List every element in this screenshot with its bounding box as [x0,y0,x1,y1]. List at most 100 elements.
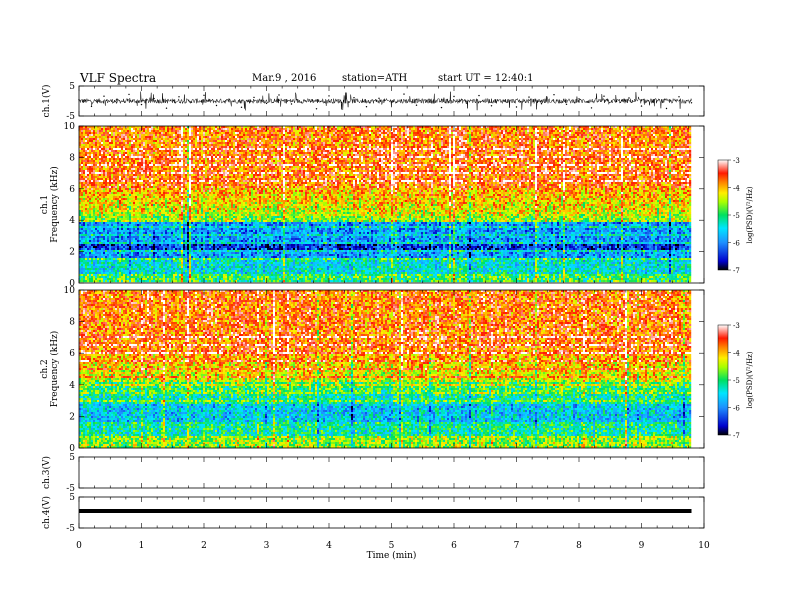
x-tick-label: 8 [576,541,582,551]
x-tick-label: 9 [639,541,645,551]
ch1-waveform-point [403,93,405,95]
y-tick-label: 8 [69,153,75,163]
ch1-waveform-point [353,97,355,99]
y-tick-label: 6 [69,185,75,195]
colorbar-tick-label: -6 [733,405,740,413]
ch1-waveform-point [565,103,568,106]
ch1-waveform-point [253,96,255,99]
ch1-waveform-point [178,96,180,98]
colorbar-tick-label: -3 [733,322,740,330]
ch1-waveform-point [478,94,480,97]
ch1-waveform-point [115,102,118,104]
ch1-waveform-point [503,99,505,102]
ch1-waveform-point [615,100,618,103]
x-axis-label: Time (min) [367,550,417,561]
ch1-waveform-point [165,107,168,109]
ch1-waveform-point [465,102,468,104]
ch1-waveform-point [628,97,630,99]
y-tick-label: 0 [69,444,75,454]
y-tick-label: 4 [69,216,75,226]
ch4-ylabel: ch.4(V) [41,496,52,529]
y-tick-label: 8 [69,318,75,328]
ch1-waveform-point [303,99,305,101]
colorbar-tick-label: -5 [733,377,740,385]
colorbar-label: log(PSD)(V²/Hz) [746,351,754,408]
panel-frame [78,85,705,117]
ch1-waveform-point [440,106,443,109]
ch1-waveform-point [315,108,318,110]
ch1-waveform-point [578,98,580,100]
x-tick-label: 0 [76,541,82,551]
ch1-waveform-point [690,102,693,104]
ch1-waveform-point [640,105,643,107]
colorbar-tick-label: -4 [733,350,740,358]
ch1-waveform-point [540,103,543,105]
panel-frame [78,496,705,529]
y-tick-label: 4 [69,381,75,391]
ch1-waveform-point [553,94,555,96]
y-tick-label: 6 [69,349,75,359]
ch1-waveform-point [190,101,193,103]
ch1-waveform-point [140,103,143,106]
y-tick-label: 10 [64,286,76,296]
x-tick-label: 3 [264,541,270,551]
ch1-waveform-point [390,101,393,103]
colorbar [717,159,729,271]
chart-date: Mar.9 , 2016 [252,73,316,84]
ch1-waveform-point [103,95,105,97]
x-tick-label: 7 [514,541,520,551]
ch1-waveform-point [90,105,93,108]
ch1-waveform-point [453,95,455,98]
ch1-waveform-point [365,106,368,108]
ch1-waveform-point [278,94,280,96]
colorbar-tick-label: -7 [733,432,740,440]
colorbar [717,324,729,436]
y-tick-label: 2 [69,248,75,258]
ch2-ylabel: ch.2 [40,359,50,378]
ch1-waveform-point [240,106,243,109]
x-tick-label: 5 [389,541,395,551]
y-tick-label: 5 [69,453,75,463]
colorbar-tick-label: -6 [733,240,740,248]
y-tick-label: 5 [69,82,75,92]
ch2-ylabel-sub: Frequency (kHz) [49,331,60,408]
ch1-waveform-point [265,102,268,105]
ch1-waveform-point [515,106,518,108]
spectrogram-ch1 [79,126,692,283]
ch1-waveform-point [328,95,330,97]
colorbar-label: log(PSD)(V²/Hz) [746,186,754,243]
ch1-waveform-point [678,96,680,98]
panel-frame [78,456,705,489]
ch1-waveform-point [428,98,430,101]
ch1-waveform-point [128,93,130,96]
ch1-waveform-point [415,104,418,106]
ch1-ylabel: ch.1(V) [41,85,52,118]
x-tick-label: 2 [201,541,207,551]
ch1-waveform-point [290,103,293,105]
y-tick-label: 5 [69,493,75,503]
x-tick-label: 10 [698,541,710,551]
colorbar-tick-label: -4 [733,185,740,193]
ch1-ylabel: ch.1 [40,195,50,214]
chart-title: VLF Spectra [80,71,156,85]
chart-start-time: start UT = 12:40:1 [438,73,533,84]
colorbar-tick-label: -7 [733,267,740,275]
x-tick-label: 6 [451,541,457,551]
spectrogram-ch2 [79,290,692,449]
y-tick-label: 0 [69,279,75,289]
ch1-waveform-point [340,101,343,104]
panel-frame [78,125,705,284]
x-tick-label: 1 [139,541,145,551]
ch1-waveform-point [590,107,593,109]
ch1-ylabel-sub: Frequency (kHz) [49,166,60,243]
ch1-noise-trace [78,91,692,111]
ch1-waveform-point [665,107,668,110]
y-tick-label: -5 [66,112,75,122]
y-tick-label: -5 [66,484,75,494]
ch1-waveform-point [203,94,205,97]
colorbar-tick-label: -5 [733,212,740,220]
ch1-waveform-point [153,97,155,100]
y-tick-label: 2 [69,412,75,422]
ch1-waveform-point [228,98,230,100]
